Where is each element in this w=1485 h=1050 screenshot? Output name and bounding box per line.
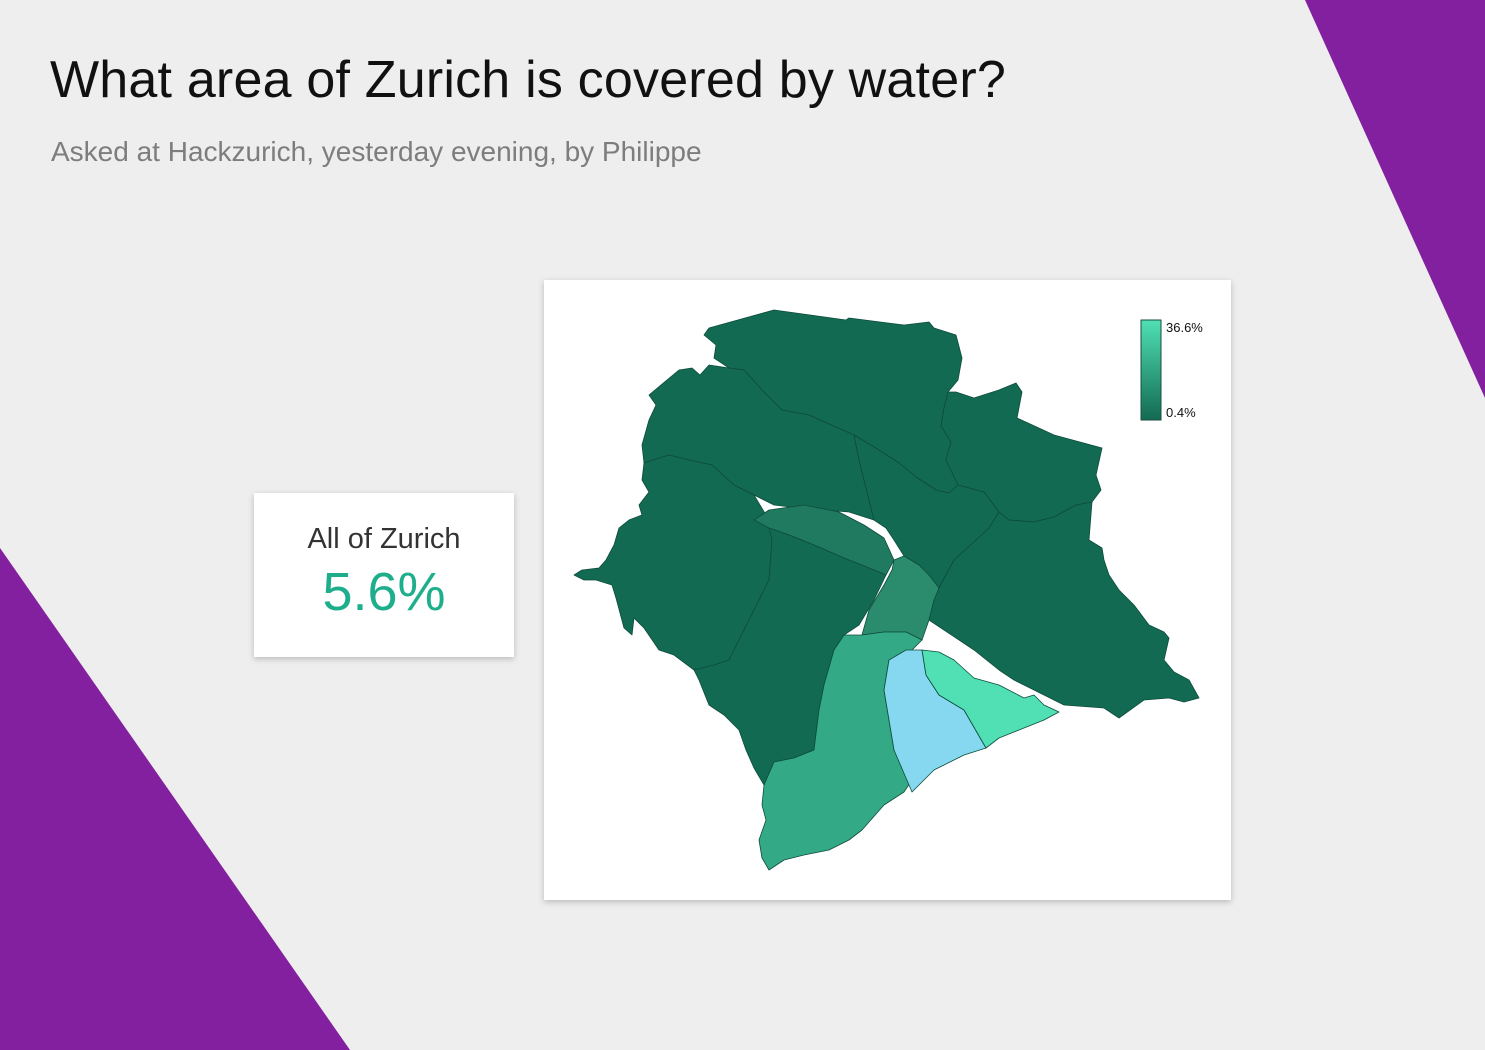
bottom-left-purple-band — [0, 548, 350, 1050]
map-card: 36.6% 0.4% — [544, 280, 1231, 900]
summary-card: All of Zurich 5.6% — [254, 493, 514, 657]
legend-min-label: 0.4% — [1166, 405, 1196, 420]
legend-color-scale — [1140, 319, 1162, 421]
district-east[interactable] — [928, 501, 1200, 719]
summary-value: 5.6% — [322, 562, 446, 622]
summary-label: All of Zurich — [307, 523, 461, 555]
district-east-shore[interactable] — [921, 649, 1060, 749]
zurich-choropleth-map: 36.6% 0.4% — [573, 309, 1203, 871]
page-subtitle: Asked at Hackzurich, yesterday evening, … — [51, 136, 702, 167]
page-title: What area of Zurich is covered by water? — [50, 51, 1006, 109]
top-right-purple-band — [1305, 0, 1485, 398]
legend-max-label: 36.6% — [1166, 320, 1203, 335]
district-northwest[interactable] — [641, 364, 875, 521]
